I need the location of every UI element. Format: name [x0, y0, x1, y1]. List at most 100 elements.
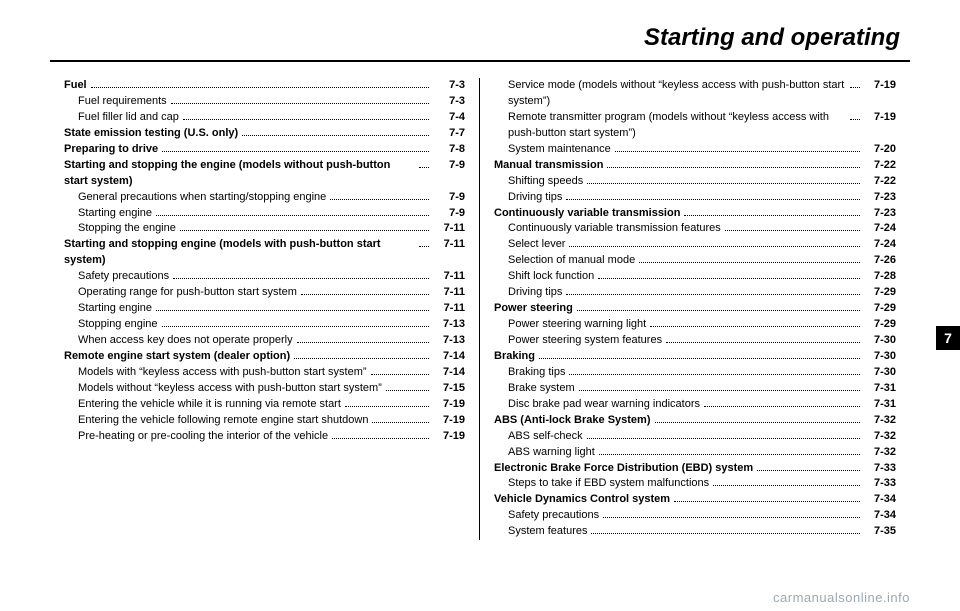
toc-label: Braking: [494, 349, 535, 365]
toc-label: Pre-heating or pre-cooling the interior …: [78, 429, 328, 445]
toc-label: Disc brake pad wear warning indicators: [508, 397, 700, 413]
toc-entry: Preparing to drive7-8: [64, 142, 465, 158]
toc-page: 7-22: [864, 158, 896, 174]
toc-label: Safety precautions: [508, 508, 599, 524]
toc-column-left: Fuel7-3Fuel requirements7-3Fuel filler l…: [50, 78, 480, 540]
toc-label: Starting and stopping the engine (models…: [64, 158, 415, 190]
page-title: Starting and operating: [50, 24, 910, 52]
toc-label: ABS (Anti-lock Brake System): [494, 413, 651, 429]
toc-leader: [242, 135, 429, 136]
toc-label: Fuel requirements: [78, 94, 167, 110]
toc-entry: Service mode (models without “keyless ac…: [494, 78, 896, 110]
toc-label: General precautions when starting/stoppi…: [78, 190, 326, 206]
toc-page: 7-35: [864, 524, 896, 540]
toc-label: State emission testing (U.S. only): [64, 126, 238, 142]
toc-leader: [587, 438, 860, 439]
toc-leader: [180, 230, 429, 231]
toc-label: Service mode (models without “keyless ac…: [508, 78, 846, 110]
toc-leader: [419, 246, 429, 247]
toc-page: 7-3: [433, 78, 465, 94]
toc-column-right: Service mode (models without “keyless ac…: [480, 78, 910, 540]
toc-label: Safety precautions: [78, 269, 169, 285]
toc-page: 7-11: [433, 237, 465, 253]
toc-label: Shifting speeds: [508, 174, 583, 190]
toc-leader: [162, 326, 429, 327]
toc-entry: Entering the vehicle while it is running…: [64, 397, 465, 413]
toc-page: 7-9: [433, 190, 465, 206]
toc-label: When access key does not operate properl…: [78, 333, 293, 349]
toc-label: System maintenance: [508, 142, 611, 158]
toc-label: Preparing to drive: [64, 142, 158, 158]
toc-leader: [607, 167, 860, 168]
toc-entry: Selection of manual mode7-26: [494, 253, 896, 269]
toc-entry: Electronic Brake Force Distribution (EBD…: [494, 461, 896, 477]
toc-label: Fuel: [64, 78, 87, 94]
toc-leader: [577, 310, 860, 311]
toc-page: 7-30: [864, 349, 896, 365]
toc-entry: Select lever7-24: [494, 237, 896, 253]
toc-label: Remote engine start system (dealer optio…: [64, 349, 290, 365]
toc-page: 7-19: [864, 110, 896, 126]
toc-entry: Braking 7-30: [494, 349, 896, 365]
toc-label: Driving tips: [508, 190, 562, 206]
toc-leader: [419, 167, 429, 168]
toc-label: Steps to take if EBD system malfunctions: [508, 476, 709, 492]
toc-entry: Braking tips7-30: [494, 365, 896, 381]
watermark: carmanualsonline.info: [773, 590, 910, 605]
toc-label: System features: [508, 524, 587, 540]
toc-entry: ABS self-check7-32: [494, 429, 896, 445]
toc-label: Brake system: [508, 381, 575, 397]
toc-entry: Stopping the engine7-11: [64, 221, 465, 237]
toc-page: 7-19: [433, 413, 465, 429]
toc-label: Starting engine: [78, 301, 152, 317]
toc-leader: [569, 246, 860, 247]
toc-entry: Driving tips7-23: [494, 190, 896, 206]
toc-leader: [330, 199, 429, 200]
toc-leader: [603, 517, 860, 518]
toc-page: 7-33: [864, 461, 896, 477]
toc-label: Operating range for push-button start sy…: [78, 285, 297, 301]
toc-leader: [598, 278, 860, 279]
toc-leader: [371, 374, 429, 375]
toc-leader: [579, 390, 860, 391]
toc-leader: [332, 438, 429, 439]
toc-page: 7-19: [433, 429, 465, 445]
title-rule: [50, 60, 910, 62]
toc-page: 7-29: [864, 317, 896, 333]
toc-page: 7-14: [433, 365, 465, 381]
toc-leader: [639, 262, 860, 263]
toc-label: Models without “keyless access with push…: [78, 381, 382, 397]
toc-entry: Starting engine7-11: [64, 301, 465, 317]
toc-entry: Fuel 7-3: [64, 78, 465, 94]
toc-entry: Starting engine7-9: [64, 206, 465, 222]
toc-leader: [591, 533, 860, 534]
toc-label: Continuously variable transmission featu…: [508, 221, 721, 237]
toc-leader: [684, 215, 860, 216]
toc-entry: Safety precautions7-11: [64, 269, 465, 285]
toc-page: 7-22: [864, 174, 896, 190]
toc-entry: System features 7-35: [494, 524, 896, 540]
toc-entry: Starting and stopping engine (models wit…: [64, 237, 465, 269]
toc-entry: Brake system7-31: [494, 381, 896, 397]
toc-entry: General precautions when starting/stoppi…: [64, 190, 465, 206]
toc-entry: Shifting speeds 7-22: [494, 174, 896, 190]
toc-entry: Shift lock function7-28: [494, 269, 896, 285]
toc-page: 7-24: [864, 221, 896, 237]
toc-entry: Disc brake pad wear warning indicators7-…: [494, 397, 896, 413]
toc-page: 7-9: [433, 206, 465, 222]
toc-entry: Power steering system features7-30: [494, 333, 896, 349]
toc-page: 7-15: [433, 381, 465, 397]
toc-leader: [674, 501, 860, 502]
toc-label: ABS warning light: [508, 445, 595, 461]
toc-leader: [566, 199, 860, 200]
toc-entry: State emission testing (U.S. only)7-7: [64, 126, 465, 142]
toc-label: Continuously variable transmission: [494, 206, 680, 222]
toc-entry: Operating range for push-button start sy…: [64, 285, 465, 301]
toc-leader: [569, 374, 860, 375]
toc-entry: Steps to take if EBD system malfunctions…: [494, 476, 896, 492]
toc-page: 7-11: [433, 221, 465, 237]
toc-entry: Starting and stopping the engine (models…: [64, 158, 465, 190]
toc-leader: [386, 390, 429, 391]
toc-page: 7-30: [864, 333, 896, 349]
toc-label: Selection of manual mode: [508, 253, 635, 269]
